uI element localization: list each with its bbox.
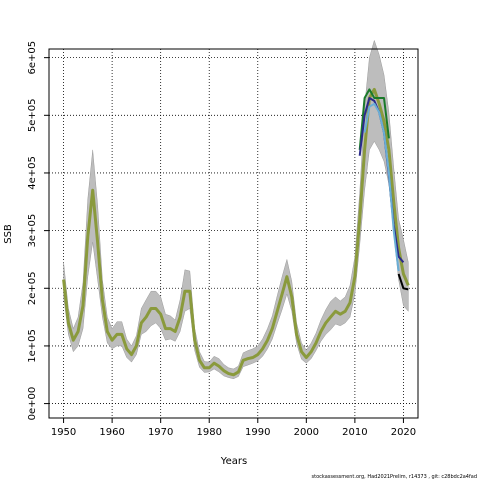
ssb-line <box>62 87 410 377</box>
credit-text: stockassessment.org, Had2021Prelim, r143… <box>312 474 477 480</box>
retro-series-line <box>397 273 409 291</box>
x-tick-label: 1960 <box>99 427 124 438</box>
x-tick-label: 1990 <box>245 427 270 438</box>
y-tick-label: 0e+00 <box>27 387 38 421</box>
y-tick-label: 3e+05 <box>27 214 38 248</box>
x-tick-label: 2000 <box>294 427 319 438</box>
x-axis-title: Years <box>220 456 247 467</box>
y-tick-label: 1e+05 <box>27 329 38 363</box>
x-tick-label: 2010 <box>342 427 367 438</box>
x-axis: 1950 1960 1970 1980 1990 2000 2010 2020 <box>51 418 416 438</box>
y-tick-label: 5e+05 <box>27 98 38 132</box>
x-tick-label: 1970 <box>148 427 173 438</box>
plot-frame <box>48 48 419 419</box>
grid-lines <box>49 49 418 418</box>
y-axis: 0e+00 1e+05 2e+05 3e+05 4e+05 5e+05 6e+05 <box>27 41 49 421</box>
retro-series-line <box>358 88 390 150</box>
y-tick-label: 6e+05 <box>27 41 38 75</box>
x-tick-label: 1980 <box>196 427 221 438</box>
y-tick-label: 2e+05 <box>27 271 38 305</box>
y-tick-label: 4e+05 <box>27 156 38 190</box>
y-axis-title: SSB <box>3 224 14 244</box>
x-tick-label: 2020 <box>391 427 416 438</box>
series-lines <box>62 87 410 377</box>
x-tick-label: 1950 <box>51 427 76 438</box>
confidence-band <box>63 39 409 380</box>
retro-series-line <box>363 102 400 272</box>
